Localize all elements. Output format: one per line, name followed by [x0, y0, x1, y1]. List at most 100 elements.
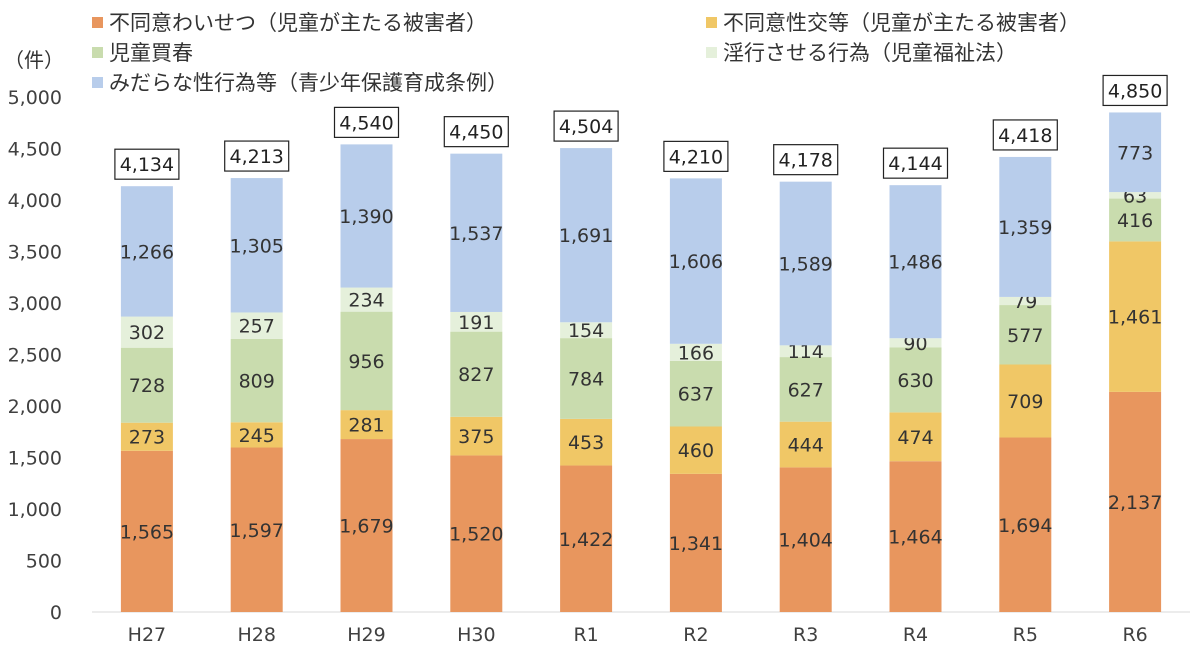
- total-label-R1: 4,504: [559, 116, 613, 138]
- legend-label-4: みだらな性行為等（青少年保護育成条例）: [109, 71, 508, 95]
- bar-segment-H30-3: [450, 311, 503, 332]
- bar-segment-R3-4: [779, 181, 832, 346]
- bar-segment-H29-4: [340, 144, 393, 288]
- data-label-H30-2: 827: [458, 364, 494, 386]
- legend-label-1: 不同意性交等（児童が主たる被害者）: [723, 11, 1080, 35]
- data-label-R4-1: 474: [897, 427, 933, 449]
- total-label-H27: 4,134: [120, 154, 174, 176]
- legend-item-4: みだらな性行為等（青少年保護育成条例）: [92, 67, 508, 97]
- x-tick-label-H29: H29: [347, 624, 385, 646]
- data-label-R5-4: 1,359: [998, 217, 1052, 239]
- data-label-R2-1: 460: [678, 440, 714, 462]
- y-axis-unit: （件）: [4, 48, 64, 72]
- data-label-H29-0: 1,679: [339, 516, 393, 538]
- bar-segment-R2-2: [669, 360, 722, 427]
- bar-segment-R2-0: [669, 473, 722, 612]
- data-label-R4-4: 1,486: [888, 252, 942, 274]
- bar-segment-H28-1: [230, 422, 283, 448]
- bar-segment-R4-3: [889, 338, 942, 348]
- y-tick-label: 2,000: [8, 396, 62, 418]
- data-label-H28-1: 245: [239, 425, 275, 447]
- bar-segment-R6-4: [1109, 112, 1162, 193]
- data-label-R1-3: 154: [568, 320, 604, 342]
- data-label-R2-0: 1,341: [669, 533, 723, 555]
- y-tick-label: 3,000: [8, 293, 62, 315]
- x-tick-label-R4: R4: [903, 624, 928, 646]
- bar-segment-R4-1: [889, 412, 942, 462]
- y-tick-label: 4,500: [8, 139, 62, 161]
- y-tick-label: 4,000: [8, 190, 62, 212]
- data-label-R5-1: 709: [1007, 391, 1043, 413]
- bar-segment-R2-1: [669, 426, 722, 474]
- bar-segment-H30-4: [450, 153, 503, 312]
- data-label-R1-2: 784: [568, 368, 604, 390]
- bar-segment-R1-4: [560, 148, 613, 323]
- bar-segment-H27-1: [120, 422, 173, 451]
- y-tick-label: 0: [50, 602, 62, 624]
- total-box-H30: [443, 116, 509, 148]
- legend-item-1: 不同意性交等（児童が主たる被害者）: [706, 7, 1080, 37]
- bar-segment-R5-2: [999, 305, 1052, 365]
- legend-swatch-2: [92, 46, 103, 58]
- total-label-R4: 4,144: [888, 153, 942, 175]
- total-box-R2: [663, 140, 729, 172]
- y-tick-label: 2,500: [8, 345, 62, 367]
- total-label-R5: 4,418: [998, 125, 1052, 147]
- bar-segment-H30-2: [450, 331, 503, 417]
- total-box-H27: [114, 148, 180, 180]
- total-box-R4: [882, 147, 949, 179]
- bar-segment-R1-3: [560, 322, 613, 339]
- data-label-R6-1: 1,461: [1108, 307, 1162, 329]
- bar-segment-R4-0: [889, 461, 942, 612]
- y-tick-label: 1,500: [8, 448, 62, 470]
- data-label-R1-4: 1,691: [559, 225, 613, 247]
- total-box-R5: [992, 119, 1058, 151]
- data-label-R2-4: 1,606: [669, 251, 723, 273]
- bar-segment-H27-4: [120, 186, 173, 317]
- legend-label-2: 児童買春: [109, 41, 193, 65]
- bar-segment-H29-1: [340, 410, 393, 440]
- y-tick-label: 3,500: [8, 242, 62, 264]
- total-label-H28: 4,213: [229, 146, 283, 168]
- bar-segment-H30-1: [450, 416, 503, 456]
- bar-segment-H27-0: [120, 450, 173, 612]
- data-label-R3-2: 627: [788, 379, 824, 401]
- data-label-H29-4: 1,390: [339, 206, 393, 228]
- data-label-H28-0: 1,597: [229, 520, 283, 542]
- total-label-R2: 4,210: [669, 146, 723, 168]
- data-label-H30-4: 1,537: [449, 223, 503, 245]
- total-box-H28: [224, 140, 290, 172]
- total-box-R1: [553, 110, 619, 142]
- data-label-H28-3: 257: [239, 316, 275, 338]
- x-tick-label-H28: H28: [237, 624, 275, 646]
- legend-item-2: 児童買春: [92, 37, 193, 67]
- data-label-H27-4: 1,266: [120, 241, 174, 263]
- x-tick-label-R6: R6: [1122, 624, 1147, 646]
- data-label-R6-2: 416: [1117, 210, 1153, 232]
- bar-segment-H27-2: [120, 347, 173, 423]
- data-label-H30-3: 191: [458, 312, 494, 334]
- data-label-H27-3: 302: [129, 322, 165, 344]
- data-label-R1-0: 1,422: [559, 529, 613, 551]
- x-tick-label-R3: R3: [793, 624, 818, 646]
- data-label-H29-1: 281: [348, 415, 384, 437]
- bar-segment-H28-4: [230, 178, 283, 313]
- bar-segment-H30-0: [450, 455, 503, 612]
- legend-swatch-0: [92, 16, 103, 28]
- total-box-H29: [333, 106, 400, 138]
- x-tick-label-R2: R2: [683, 624, 708, 646]
- data-label-H27-2: 728: [129, 375, 165, 397]
- total-label-H29: 4,540: [339, 112, 393, 134]
- legend-label-0: 不同意わいせつ（児童が主たる被害者）: [109, 11, 487, 35]
- legend-label-3: 淫行させる行為（児童福祉法）: [723, 41, 1017, 65]
- data-label-R3-3: 114: [788, 341, 824, 363]
- bar-segment-H28-3: [230, 312, 283, 339]
- y-tick-label: 1,000: [8, 499, 62, 521]
- data-label-H27-1: 273: [129, 427, 165, 449]
- data-label-R4-2: 630: [897, 370, 933, 392]
- data-label-R6-4: 773: [1117, 142, 1153, 164]
- legend-swatch-1: [706, 16, 717, 28]
- total-box-R6: [1102, 74, 1168, 107]
- bar-segment-H28-2: [230, 338, 283, 423]
- data-label-H28-2: 809: [239, 371, 275, 393]
